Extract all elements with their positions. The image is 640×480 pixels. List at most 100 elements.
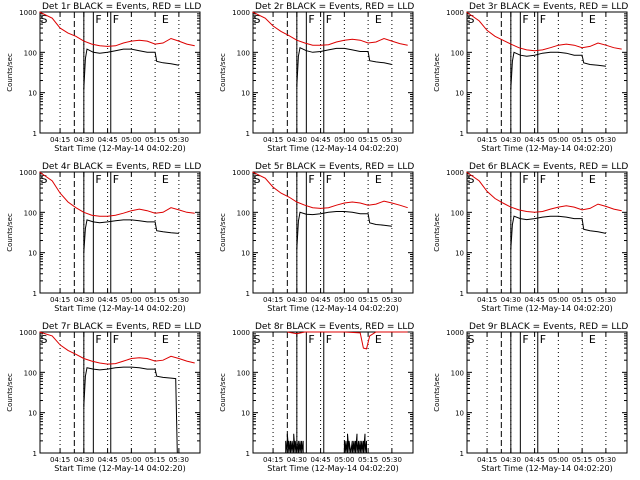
x-tick-label: 04:15 bbox=[50, 136, 70, 144]
y-tick-label: 100 bbox=[24, 49, 37, 57]
y-tick-label: 100 bbox=[237, 209, 250, 217]
plot-detector-9r: Det 9r BLACK = Events, RED = LLD 1 10 100 10… bbox=[433, 322, 628, 473]
marker-e: E bbox=[162, 13, 169, 26]
y-tick-label: 100 bbox=[451, 209, 464, 217]
y-tick-label: 1 bbox=[246, 450, 250, 458]
marker-f: F bbox=[326, 173, 332, 186]
y-tick-label: 1000 bbox=[446, 169, 464, 177]
plot-detector-8r: Det 8r BLACK = Events, RED = LLD 1 10 100 10… bbox=[219, 322, 414, 473]
marker-f: F bbox=[540, 173, 546, 186]
x-tick-label: 05:00 bbox=[334, 296, 354, 304]
marker-e: E bbox=[589, 13, 596, 26]
x-tick-label: 04:15 bbox=[263, 296, 283, 304]
x-tick-label: 04:15 bbox=[263, 136, 283, 144]
plot-title: Det 7r BLACK = Events, RED = LLD bbox=[42, 322, 201, 332]
marker-s: S bbox=[40, 13, 47, 26]
plot-detector-3r: Det 3r BLACK = Events, RED = LLD 1 10 100 10… bbox=[433, 2, 628, 153]
y-tick-label: 100 bbox=[24, 209, 37, 217]
plot-frame bbox=[39, 331, 201, 454]
y-tick-label: 10 bbox=[455, 410, 464, 418]
y-tick-label: 100 bbox=[24, 369, 37, 377]
marker-f: F bbox=[95, 13, 101, 26]
marker-e: E bbox=[375, 173, 382, 186]
series-events-line bbox=[83, 219, 179, 253]
series-events-line bbox=[296, 211, 392, 250]
plot-frame bbox=[466, 11, 628, 134]
x-tick-label: 04:15 bbox=[477, 136, 497, 144]
marker-s: S bbox=[467, 173, 474, 186]
y-tick-label: 100 bbox=[451, 49, 464, 57]
x-tick-label: 05:00 bbox=[548, 296, 568, 304]
marker-s: S bbox=[40, 333, 47, 346]
marker-f: F bbox=[308, 333, 314, 346]
plot-frame bbox=[466, 171, 628, 294]
x-tick-label: 04:45 bbox=[98, 136, 118, 144]
x-tick-label: 05:15 bbox=[145, 456, 165, 464]
x-tick-label: 05:00 bbox=[334, 456, 354, 464]
marker-f: F bbox=[113, 173, 119, 186]
y-axis-label: Counts/sec bbox=[6, 373, 14, 412]
x-tick-label: 05:00 bbox=[334, 136, 354, 144]
x-tick-label: 05:30 bbox=[382, 136, 402, 144]
y-tick-label: 10 bbox=[241, 250, 250, 258]
x-tick-label: 05:30 bbox=[596, 136, 616, 144]
plot-detector-5r: Det 5r BLACK = Events, RED = LLD 1 10 100 10… bbox=[219, 162, 414, 313]
x-axis-label: Start Time (12-May-14 04:02:20) bbox=[267, 464, 398, 473]
marker-f: F bbox=[95, 333, 101, 346]
plot-frame bbox=[466, 331, 628, 454]
y-tick-label: 10 bbox=[28, 90, 37, 98]
x-tick-label: 05:15 bbox=[145, 136, 165, 144]
x-tick-label: 05:00 bbox=[121, 456, 141, 464]
x-tick-label: 04:15 bbox=[477, 296, 497, 304]
x-tick-label: 04:45 bbox=[311, 136, 331, 144]
marker-s: S bbox=[253, 173, 260, 186]
x-tick-label: 04:15 bbox=[50, 456, 70, 464]
x-axis-label: Start Time (12-May-14 04:02:20) bbox=[54, 144, 185, 153]
series-lld-line bbox=[39, 171, 195, 217]
marker-f: F bbox=[308, 173, 314, 186]
x-tick-label: 05:30 bbox=[382, 296, 402, 304]
marker-s: S bbox=[467, 333, 474, 346]
x-tick-label: 04:30 bbox=[501, 296, 521, 304]
plot-frame bbox=[252, 331, 414, 454]
series-lld-line bbox=[39, 331, 195, 365]
plot-frame bbox=[39, 11, 201, 134]
x-axis-label: Start Time (12-May-14 04:02:20) bbox=[54, 464, 185, 473]
x-tick-label: 04:30 bbox=[287, 296, 307, 304]
x-tick-label: 04:15 bbox=[50, 296, 70, 304]
y-tick-label: 1000 bbox=[19, 329, 37, 337]
plot-detector-4r: Det 4r BLACK = Events, RED = LLD 1 10 100 10… bbox=[6, 162, 201, 313]
y-axis-label: Counts/sec bbox=[219, 53, 227, 92]
y-axis-label: Counts/sec bbox=[433, 373, 441, 412]
y-tick-label: 1 bbox=[33, 290, 37, 298]
plot-frame bbox=[39, 171, 201, 294]
marker-s: S bbox=[253, 13, 260, 26]
series-lld-line bbox=[39, 11, 195, 47]
y-tick-label: 10 bbox=[241, 410, 250, 418]
y-axis-label: Counts/sec bbox=[433, 213, 441, 252]
y-tick-label: 1 bbox=[246, 130, 250, 138]
x-tick-label: 05:30 bbox=[169, 456, 189, 464]
x-tick-label: 04:45 bbox=[311, 296, 331, 304]
marker-f: F bbox=[113, 333, 119, 346]
series-events-line bbox=[83, 366, 178, 454]
x-tick-label: 04:30 bbox=[287, 456, 307, 464]
x-tick-label: 05:15 bbox=[358, 296, 378, 304]
series-events-line bbox=[510, 215, 606, 250]
x-tick-label: 05:30 bbox=[382, 456, 402, 464]
plot-title: Det 2r BLACK = Events, RED = LLD bbox=[255, 2, 414, 12]
x-tick-label: 04:45 bbox=[311, 456, 331, 464]
plot-detector-6r: Det 6r BLACK = Events, RED = LLD 1 10 100 10… bbox=[433, 162, 628, 313]
y-tick-label: 10 bbox=[455, 90, 464, 98]
y-axis-label: Counts/sec bbox=[6, 213, 14, 252]
x-axis-label: Start Time (12-May-14 04:02:20) bbox=[54, 304, 185, 313]
y-axis-label: Counts/sec bbox=[219, 373, 227, 412]
series-events-line bbox=[285, 433, 369, 454]
marker-e: E bbox=[589, 333, 596, 346]
marker-f: F bbox=[326, 333, 332, 346]
series-events-line bbox=[296, 46, 393, 87]
marker-f: F bbox=[95, 173, 101, 186]
marker-f: F bbox=[308, 13, 314, 26]
y-tick-label: 10 bbox=[28, 410, 37, 418]
plot-detector-2r: Det 2r BLACK = Events, RED = LLD 1 10 100 10… bbox=[219, 2, 414, 153]
